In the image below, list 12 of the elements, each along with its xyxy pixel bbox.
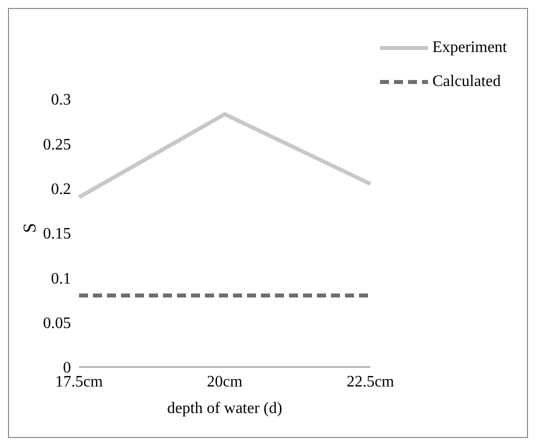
legend-label: Experiment xyxy=(432,39,507,57)
y-tick-label: 0.3 xyxy=(51,92,71,109)
x-axis-title: depth of water (d) xyxy=(167,400,282,417)
y-tick-label: 0.15 xyxy=(43,226,71,243)
y-tick-label: 0.05 xyxy=(43,315,71,332)
x-tick-label: 22.5cm xyxy=(346,373,395,390)
y-tick-label: 0.2 xyxy=(51,181,71,198)
y-tick-label: 0.1 xyxy=(51,270,71,288)
x-tick-label: 20cm xyxy=(206,373,244,390)
y-tick-label: 0.25 xyxy=(43,136,71,154)
y-axis-title: S xyxy=(19,222,40,233)
legend-label: Calculated xyxy=(432,73,501,91)
